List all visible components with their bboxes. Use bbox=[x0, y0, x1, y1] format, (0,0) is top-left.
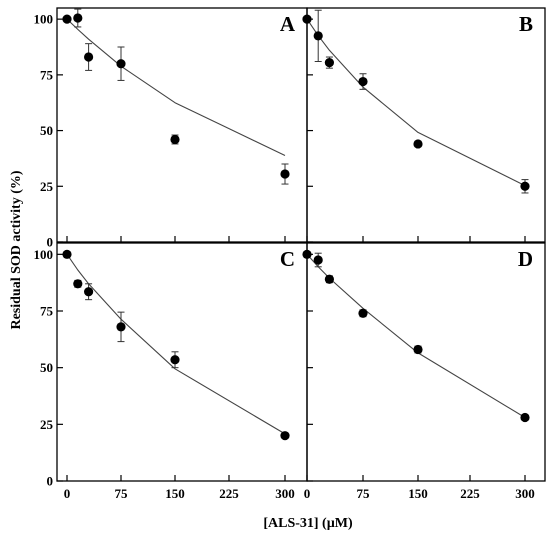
panel-d-data-point bbox=[358, 308, 368, 318]
panel-d-data-point bbox=[413, 344, 423, 355]
panel-d-data-point bbox=[302, 249, 312, 259]
panel-b-letter: B bbox=[519, 12, 533, 36]
panel-d-letter: D bbox=[518, 247, 533, 271]
y-tick-label: 100 bbox=[34, 247, 54, 262]
panel-b-data-point bbox=[324, 58, 334, 68]
y-tick-label: 25 bbox=[40, 417, 54, 432]
x-tick-label: 300 bbox=[515, 486, 535, 501]
panel-d-frame bbox=[306, 242, 546, 482]
x-tick-label: 75 bbox=[115, 486, 129, 501]
panel-c-data-point bbox=[116, 322, 126, 332]
y-tick-label: 50 bbox=[40, 360, 53, 375]
panel-a-frame bbox=[56, 7, 308, 243]
panel-c-data-point bbox=[280, 431, 290, 441]
x-tick-label: 225 bbox=[460, 486, 480, 501]
panel-d-data-point bbox=[324, 274, 334, 284]
panel-b-data-point bbox=[413, 139, 423, 149]
panel-b-data-point bbox=[302, 14, 312, 24]
x-tick-label: 150 bbox=[408, 486, 428, 501]
y-tick-label: 25 bbox=[40, 179, 54, 194]
x-tick-label: 300 bbox=[275, 486, 295, 501]
panel-b-fit-curve bbox=[306, 18, 526, 187]
panel-a-data-point bbox=[73, 13, 83, 23]
panel-a-data-point bbox=[280, 169, 290, 179]
y-tick-label: 50 bbox=[40, 123, 53, 138]
panel-a-data-point bbox=[62, 14, 72, 24]
panel-b-data-point bbox=[313, 31, 323, 41]
panel-a-data-point bbox=[170, 134, 180, 145]
y-tick-label: 0 bbox=[47, 474, 54, 489]
y-axis-title: Residual SOD activity (%) bbox=[9, 170, 24, 329]
panel-c-data-point bbox=[62, 249, 72, 259]
data-layer bbox=[62, 8, 530, 441]
y-tick-label: 100 bbox=[34, 12, 54, 27]
panel-c-data-point bbox=[84, 287, 94, 297]
panel-c-data-point bbox=[73, 279, 83, 289]
panel-a-letter: A bbox=[280, 12, 296, 36]
panel-d-data-point bbox=[520, 412, 530, 423]
panel-a-fit-curve bbox=[66, 18, 286, 156]
x-tick-label: 0 bbox=[64, 486, 71, 501]
x-axis-title: [ALS-31] (µM) bbox=[263, 516, 353, 531]
y-tick-label: 75 bbox=[40, 67, 54, 82]
panel-c-letter: C bbox=[280, 247, 295, 271]
panel-b-frame bbox=[306, 7, 546, 243]
x-tick-label: 75 bbox=[357, 486, 371, 501]
x-tick-label: 0 bbox=[304, 486, 311, 501]
y-tick-label: 75 bbox=[40, 304, 54, 319]
panel-d-fit-curve bbox=[306, 253, 526, 418]
x-tick-label: 150 bbox=[165, 486, 185, 501]
y-tick-label: 0 bbox=[47, 235, 54, 250]
panel-c-data-point bbox=[170, 355, 180, 365]
panel-b-data-point bbox=[520, 181, 530, 191]
panel-c-fit-curve bbox=[66, 253, 286, 435]
x-tick-label: 225 bbox=[219, 486, 239, 501]
panel-d-data-point bbox=[313, 255, 323, 265]
panel-a-data-point bbox=[84, 52, 94, 62]
panel-a-data-point bbox=[116, 59, 126, 69]
panel-c-frame bbox=[56, 242, 308, 482]
panel-b-data-point bbox=[358, 76, 368, 87]
